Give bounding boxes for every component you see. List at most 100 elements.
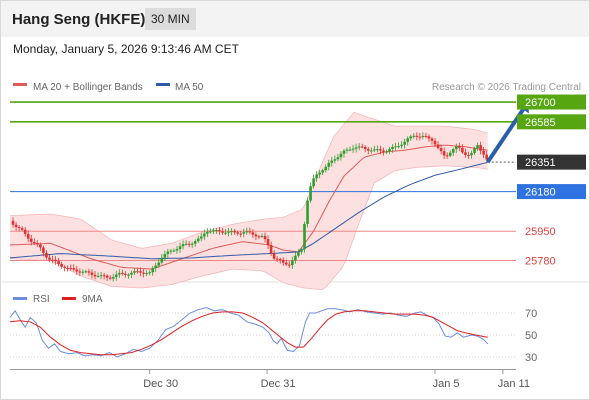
candle-body (193, 241, 197, 244)
candle-body (121, 272, 124, 274)
candle-body (424, 135, 428, 137)
candle-body (382, 150, 385, 153)
candle-body (148, 272, 151, 274)
candle-body (266, 239, 270, 246)
level-label-25950: 25950 (525, 226, 556, 238)
candle-body (66, 267, 69, 269)
level-label-26351: 26351 (517, 154, 586, 170)
rsi-legend: RSI 9MA (13, 294, 103, 305)
candle-body (212, 230, 215, 232)
candle-body (354, 147, 358, 149)
candle-body (442, 151, 446, 156)
candle-body (360, 146, 364, 148)
candle-body (81, 271, 85, 273)
candle-body (96, 276, 100, 278)
candle-body (433, 140, 437, 145)
candle-body (84, 271, 88, 273)
candle-body (117, 272, 121, 275)
candle-body (178, 246, 182, 250)
candle-body (245, 231, 249, 233)
rsi-tick-label: 30 (525, 352, 537, 364)
level-label-25780: 25780 (525, 255, 556, 267)
candle-body (199, 236, 203, 239)
candle-body (476, 145, 479, 149)
candle-body (233, 231, 236, 233)
x-tick-label: Dec 30 (143, 378, 178, 390)
candle-body (169, 250, 173, 252)
candle-body (163, 254, 167, 258)
candle-body (175, 249, 179, 251)
candle-body (69, 267, 73, 269)
candle-body (306, 200, 309, 224)
candle-body (11, 220, 15, 225)
candle-body (448, 152, 452, 156)
ma20-legend-swatch (13, 83, 27, 86)
candle-body (14, 224, 18, 227)
candle-body (187, 243, 191, 245)
level-label-26585: 26585 (517, 114, 586, 130)
level-label-26700: 26700 (517, 94, 586, 110)
ma50-line (9, 161, 488, 260)
candle-body (51, 259, 54, 261)
candle-body (230, 231, 233, 233)
candle-body (430, 138, 434, 141)
candle-body (111, 277, 115, 279)
target-label-text: 26585 (525, 117, 556, 129)
candle-body (90, 272, 94, 275)
candle-body (330, 160, 334, 163)
candle-body (39, 244, 42, 248)
credit-text: Research © 2026 Trading Central (432, 82, 581, 93)
candle-body (48, 257, 51, 260)
candle-body (102, 275, 106, 277)
candle-body (342, 150, 346, 154)
x-tick-label: Dec 31 (261, 378, 296, 390)
candle-body (385, 151, 388, 153)
candle-body (366, 148, 370, 151)
candle-body (29, 238, 33, 242)
candle-body (269, 245, 273, 254)
candle-body (139, 271, 142, 273)
candle-body (309, 186, 312, 201)
support-label-text: 25950 (525, 226, 556, 238)
candle-body (154, 265, 158, 269)
candle-body (336, 157, 340, 160)
candle-body (60, 264, 63, 267)
candle-body (412, 135, 416, 137)
candle-body (272, 253, 276, 259)
candle-body (327, 162, 331, 167)
candle-body (45, 252, 48, 258)
candle-body (251, 232, 255, 235)
candle-body (464, 152, 467, 155)
candle-body (473, 148, 476, 153)
candle-body (166, 251, 170, 255)
candle-body (403, 141, 406, 145)
candle-body (315, 174, 318, 179)
candle-body (20, 228, 24, 230)
x-tick-label: Jan 11 (498, 378, 530, 390)
candle-body (421, 135, 425, 137)
candle-body (351, 148, 355, 150)
candle-body (339, 153, 343, 158)
candle-body (54, 259, 57, 262)
candle-body (172, 250, 176, 252)
candle-body (318, 172, 321, 175)
candle-body (373, 149, 376, 151)
ma20-line (9, 144, 488, 270)
ma50-legend-swatch (156, 83, 170, 86)
rsi-panel: 70 50 30 (9, 306, 537, 364)
interval-badge[interactable]: 30 MIN (145, 8, 196, 30)
candle-body (239, 233, 243, 235)
instrument-title: Hang Seng (HKFE) (12, 11, 146, 28)
candle-body (461, 147, 464, 153)
rsi-tick-label: 70 (525, 308, 537, 320)
candle-body (345, 149, 349, 151)
candle-body (470, 152, 473, 156)
price-panel: 26700 26585 26351 26180 25950 25780 (9, 94, 586, 291)
candle-body (114, 274, 118, 278)
rsi-ma-line (9, 310, 488, 356)
target-label-box (517, 94, 586, 110)
candle-body (348, 149, 352, 151)
bollinger-lower-line (9, 165, 488, 291)
candle-body (224, 232, 227, 234)
